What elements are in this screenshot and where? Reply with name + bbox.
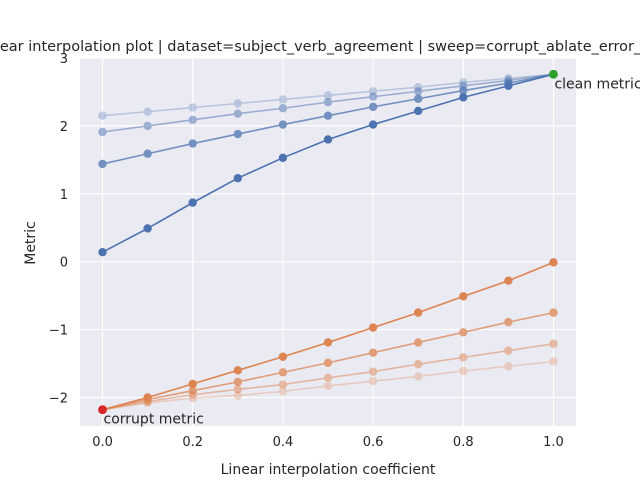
annotation-marker <box>549 69 558 79</box>
x-tick-labels: 0.0 0.2 0.4 0.6 0.8 1.0 <box>92 435 564 450</box>
data-point <box>188 103 197 112</box>
data-point <box>278 120 288 129</box>
data-point <box>413 338 423 347</box>
data-point <box>278 380 288 389</box>
data-point <box>188 386 197 395</box>
data-point <box>459 328 468 337</box>
data-point <box>143 224 152 233</box>
data-point <box>323 358 333 368</box>
y-axis-title: Metric <box>23 221 39 265</box>
data-point <box>143 107 152 116</box>
x-tick-label: 0.6 <box>363 435 384 450</box>
series-0 <box>98 70 558 257</box>
data-point <box>323 373 333 382</box>
data-point <box>459 93 468 102</box>
data-point <box>188 115 197 124</box>
series-line <box>102 360 554 411</box>
data-point <box>504 346 513 355</box>
data-point <box>413 94 423 103</box>
data-point <box>98 159 107 169</box>
x-tick-label: 0.2 <box>182 435 203 450</box>
data-point <box>278 387 288 396</box>
data-point <box>323 97 333 107</box>
x-tick-label: 0.4 <box>273 435 294 450</box>
data-point <box>413 372 423 381</box>
data-point <box>549 339 558 349</box>
x-axis-title: Linear interpolation coefficient <box>221 462 436 478</box>
data-point <box>504 276 513 285</box>
data-point <box>459 86 468 95</box>
y-tick-label: −1 <box>49 324 68 339</box>
y-tick-label: −2 <box>49 391 68 406</box>
data-point <box>413 106 423 116</box>
data-point <box>233 99 243 108</box>
data-point <box>233 129 243 139</box>
data-point <box>368 92 378 101</box>
data-point <box>323 338 333 347</box>
grid <box>80 57 576 426</box>
data-point <box>233 377 243 387</box>
endpoint-markers <box>98 69 558 415</box>
data-point <box>98 127 107 137</box>
data-point <box>143 121 152 131</box>
series-line <box>102 73 554 117</box>
data-point <box>98 247 107 257</box>
data-point <box>233 391 243 400</box>
data-point <box>278 153 288 163</box>
data-point <box>143 393 152 402</box>
annotation-marker <box>98 405 107 415</box>
data-point <box>549 258 558 267</box>
data-point <box>413 87 423 96</box>
data-point <box>188 198 197 207</box>
data-point <box>368 323 378 332</box>
data-point <box>233 109 243 118</box>
data-point <box>323 111 333 120</box>
x-tick-label: 0.8 <box>453 435 474 450</box>
data-point <box>504 362 513 371</box>
data-point <box>549 308 558 317</box>
data-point <box>504 81 513 91</box>
data-point <box>459 292 468 301</box>
data-point <box>413 308 423 317</box>
data-point <box>278 95 288 104</box>
data-point <box>323 91 333 100</box>
data-point <box>278 352 288 361</box>
x-tick-label: 1.0 <box>543 435 564 450</box>
data-point <box>98 111 107 120</box>
data-point <box>188 379 197 389</box>
chart-title: Linear interpolation plot | dataset=subj… <box>0 39 640 55</box>
data-point <box>549 357 558 366</box>
data-point <box>368 120 378 129</box>
data-point <box>143 149 152 158</box>
data-point <box>368 367 378 376</box>
data-point <box>188 139 197 148</box>
y-tick-label: 3 <box>60 52 68 67</box>
data-point <box>413 360 423 369</box>
data-point <box>368 348 378 357</box>
data-point <box>323 381 333 391</box>
corrupt-metric-label: corrupt metric <box>104 412 204 428</box>
y-tick-label: 2 <box>60 120 68 135</box>
data-point <box>278 104 288 113</box>
data-point <box>323 135 333 144</box>
y-tick-label: 1 <box>60 188 68 203</box>
data-point <box>368 102 378 112</box>
data-point <box>459 353 468 362</box>
x-tick-label: 0.0 <box>92 435 113 450</box>
data-point <box>504 317 513 327</box>
data-point <box>368 376 378 386</box>
series-5 <box>98 308 558 414</box>
data-point <box>278 368 288 377</box>
data-point <box>459 366 468 376</box>
y-tick-label: 0 <box>60 256 68 271</box>
data-point <box>233 173 243 183</box>
clean-metric-label: clean metric <box>554 76 640 92</box>
y-tick-labels: −2 −1 0 1 2 3 <box>49 52 68 406</box>
data-point <box>233 366 243 375</box>
data-point <box>233 385 243 394</box>
